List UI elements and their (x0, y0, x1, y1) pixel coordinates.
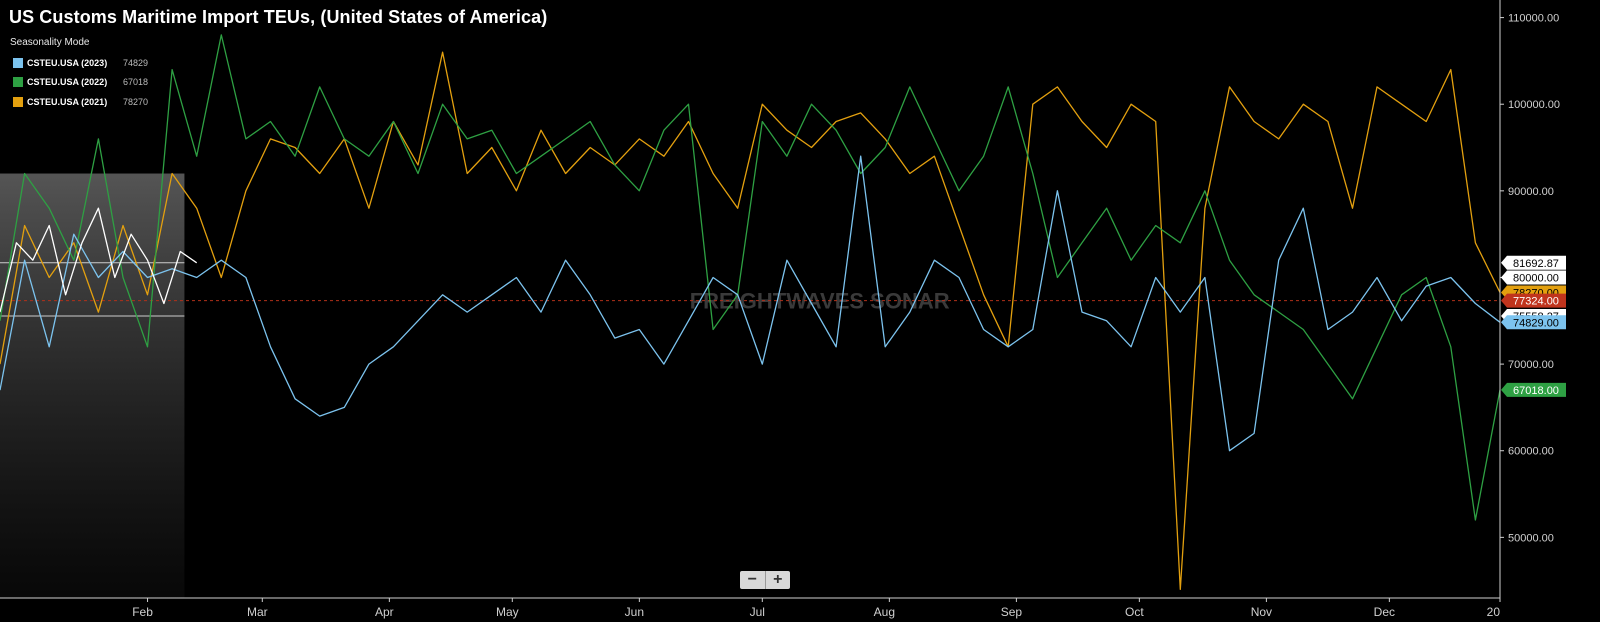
x-tick-label: Mar (247, 605, 268, 619)
zoom-in-button[interactable]: + (773, 571, 783, 588)
price-tag-label: 74829.00 (1513, 317, 1559, 329)
price-tag-label: 81692.87 (1513, 258, 1559, 270)
price-tag-label: 77324.00 (1513, 296, 1559, 308)
price-tag: 74829.00 (1501, 315, 1566, 330)
x-tick-label: Apr (375, 605, 394, 619)
legend-series-name: CSTEU.USA (2023) (27, 57, 108, 68)
price-tag-label: 80000.00 (1513, 272, 1559, 284)
y-tick-label: 90000.00 (1508, 186, 1554, 198)
x-tick-label: Aug (874, 605, 895, 619)
price-tag-box (1501, 293, 1566, 308)
legend-item-2021[interactable]: CSTEU.USA (2021) 78270 (13, 92, 148, 112)
zoom-out-button[interactable]: − (740, 571, 766, 589)
price-tag: 77324.00 (1501, 293, 1566, 308)
price-tag: 67018.00 (1501, 382, 1566, 397)
x-tick-label: Oct (1125, 605, 1144, 619)
price-tag-box (1501, 255, 1566, 270)
series-line-csteu-usa-2021-[interactable] (0, 51, 1501, 590)
y-tick-label: 60000.00 (1508, 446, 1554, 458)
legend-series-value: 67018 (123, 77, 149, 88)
price-tag-box (1501, 270, 1566, 285)
x-tick-label: Sep (1001, 605, 1023, 619)
legend-series-name: CSTEU.USA (2021) (27, 96, 108, 107)
y-tick-label: 70000.00 (1508, 359, 1554, 371)
y-tick-label: 100000.00 (1508, 99, 1560, 111)
price-tag-label: 67018.00 (1513, 385, 1559, 397)
x-tick-label: May (496, 605, 519, 619)
x-tick-label: Jun (625, 605, 644, 619)
legend: CSTEU.USA (2023) 74829 CSTEU.USA (2022) … (13, 53, 148, 112)
legend-series-value: 74829 (123, 57, 149, 68)
chart-title: US Customs Maritime Import TEUs, (United… (9, 7, 548, 27)
x-tick-label: 20 (1487, 605, 1501, 619)
legend-series-name: CSTEU.USA (2022) (27, 77, 108, 88)
zoom-controls: − + (740, 571, 790, 589)
x-tick-label: Dec (1374, 605, 1395, 619)
legend-item-2022[interactable]: CSTEU.USA (2022) 67018 (13, 73, 148, 93)
y-tick-label: 110000.00 (1508, 13, 1559, 25)
x-tick-label: Jul (750, 605, 765, 619)
price-tag: 80000.00 (1501, 270, 1566, 285)
selection-shade (0, 173, 185, 598)
legend-item-2023[interactable]: CSTEU.USA (2023) 74829 (13, 53, 148, 73)
price-tag-box (1501, 382, 1566, 397)
price-tag: 81692.87 (1501, 255, 1566, 270)
y-tick-label: 50000.00 (1508, 532, 1554, 544)
legend-swatch (13, 96, 23, 107)
price-tag-box (1501, 315, 1566, 330)
series-line-selection[interactable] (0, 207, 198, 313)
series-line-csteu-usa-2023-[interactable] (0, 155, 1501, 452)
x-tick-label: Nov (1251, 605, 1272, 619)
legend-series-value: 78270 (123, 96, 149, 107)
legend-swatch (13, 77, 23, 88)
legend-swatch (13, 57, 23, 68)
seasonality-mode-label: Seasonality Mode (10, 37, 90, 48)
series-line-csteu-usa-2022-[interactable] (0, 34, 1501, 521)
x-tick-label: Feb (132, 605, 153, 619)
